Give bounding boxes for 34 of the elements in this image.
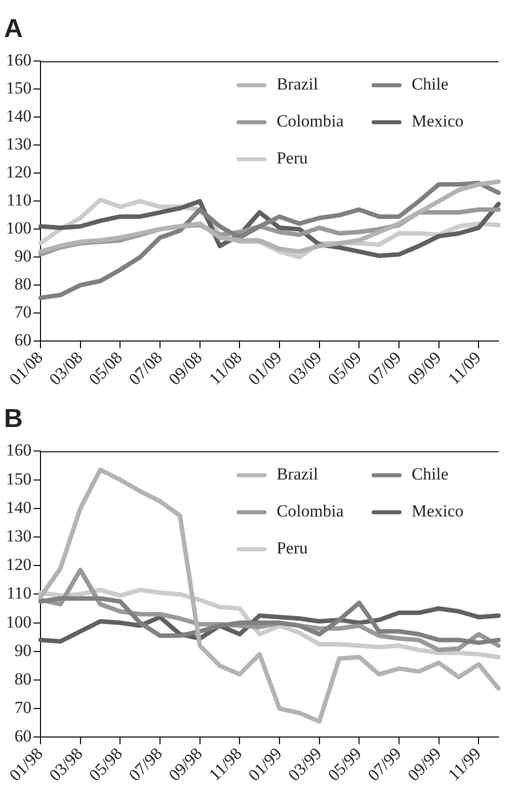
y-tick-label: 90 xyxy=(14,640,32,660)
y-tick-label: 150 xyxy=(6,78,32,98)
y-tick-label: 60 xyxy=(14,726,32,746)
y-tick-label: 60 xyxy=(14,330,32,350)
y-tick-label: 130 xyxy=(6,134,32,154)
y-tick-label: 160 xyxy=(6,50,32,70)
legend-label: Peru xyxy=(276,148,308,168)
y-tick-label: 100 xyxy=(6,612,32,632)
y-tick-label: 120 xyxy=(6,555,32,574)
legend-label: Chile xyxy=(412,464,448,484)
y-tick-label: 100 xyxy=(6,218,32,238)
y-tick-label: 130 xyxy=(6,526,32,546)
y-tick-label: 140 xyxy=(6,106,32,126)
y-tick-label: 150 xyxy=(6,469,32,488)
chart-title: A xyxy=(4,12,23,43)
legend-label: Colombia xyxy=(276,112,344,131)
legend-label: Mexico xyxy=(412,502,464,521)
y-tick-label: 160 xyxy=(6,440,32,460)
legend-label: Brazil xyxy=(276,74,318,94)
y-tick-label: 70 xyxy=(14,302,32,322)
chart-title: B xyxy=(4,402,23,433)
legend-label: Mexico xyxy=(412,112,464,131)
y-tick-label: 90 xyxy=(14,246,32,266)
y-tick-label: 110 xyxy=(6,190,32,210)
y-tick-label: 120 xyxy=(6,162,32,182)
legend-label: Brazil xyxy=(276,464,318,484)
y-tick-label: 140 xyxy=(6,498,32,517)
y-tick-label: 70 xyxy=(14,698,32,718)
y-tick-label: 80 xyxy=(14,274,32,294)
y-tick-label: 80 xyxy=(14,669,32,688)
legend-label: Chile xyxy=(412,74,448,94)
legend-label: Peru xyxy=(276,538,308,558)
legend-label: Colombia xyxy=(276,502,344,521)
y-tick-label: 110 xyxy=(6,584,32,603)
